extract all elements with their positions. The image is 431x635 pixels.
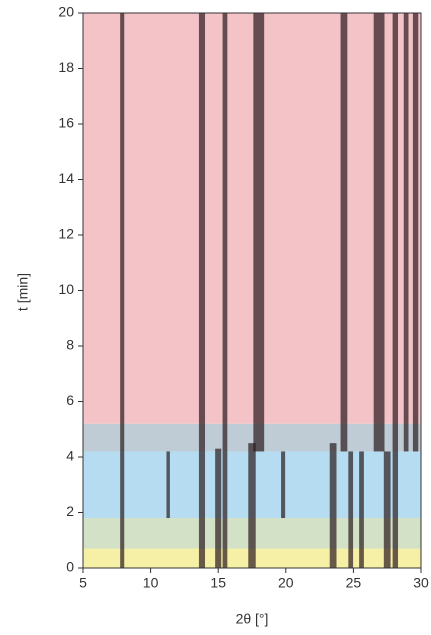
- phase-region: [83, 13, 421, 424]
- diffraction-peak: [373, 13, 385, 452]
- diffraction-peak: [329, 443, 337, 568]
- diffraction-peak: [222, 13, 228, 568]
- y-tick-label: 14: [58, 170, 74, 186]
- diffraction-peak: [215, 448, 222, 568]
- y-tick-label: 20: [58, 4, 74, 20]
- x-axis-label: 2θ [°]: [236, 611, 269, 627]
- y-tick-label: 6: [66, 392, 74, 408]
- y-tick-label: 8: [66, 337, 74, 353]
- y-tick-label: 18: [58, 59, 74, 75]
- diffraction-peak: [166, 451, 170, 519]
- y-tick-label: 0: [66, 559, 74, 575]
- y-tick-label: 2: [66, 503, 74, 519]
- diffraction-peak: [359, 451, 364, 568]
- diffraction-peak: [281, 451, 286, 519]
- diffraction-peak: [248, 443, 256, 568]
- y-tick-label: 4: [66, 448, 74, 464]
- diffraction-peak: [383, 451, 391, 568]
- diffraction-peak: [120, 13, 125, 568]
- diffraction-peak: [253, 13, 265, 452]
- x-tick-label: 20: [278, 575, 294, 591]
- diffraction-peak: [412, 13, 419, 452]
- diffraction-peak: [392, 13, 399, 568]
- x-tick-label: 10: [143, 575, 159, 591]
- diffraction-peak: [198, 13, 206, 568]
- x-tick-label: 5: [79, 575, 87, 591]
- y-tick-label: 12: [58, 226, 74, 242]
- x-tick-label: 15: [210, 575, 226, 591]
- x-tick-label: 30: [413, 575, 429, 591]
- diffraction-peak: [340, 13, 348, 452]
- y-axis-label: t [min]: [15, 273, 31, 311]
- diffraction-peak: [348, 451, 354, 568]
- x-tick-label: 25: [346, 575, 362, 591]
- y-tick-label: 16: [58, 115, 74, 131]
- y-tick-label: 10: [58, 281, 74, 297]
- diffraction-peak: [403, 13, 409, 452]
